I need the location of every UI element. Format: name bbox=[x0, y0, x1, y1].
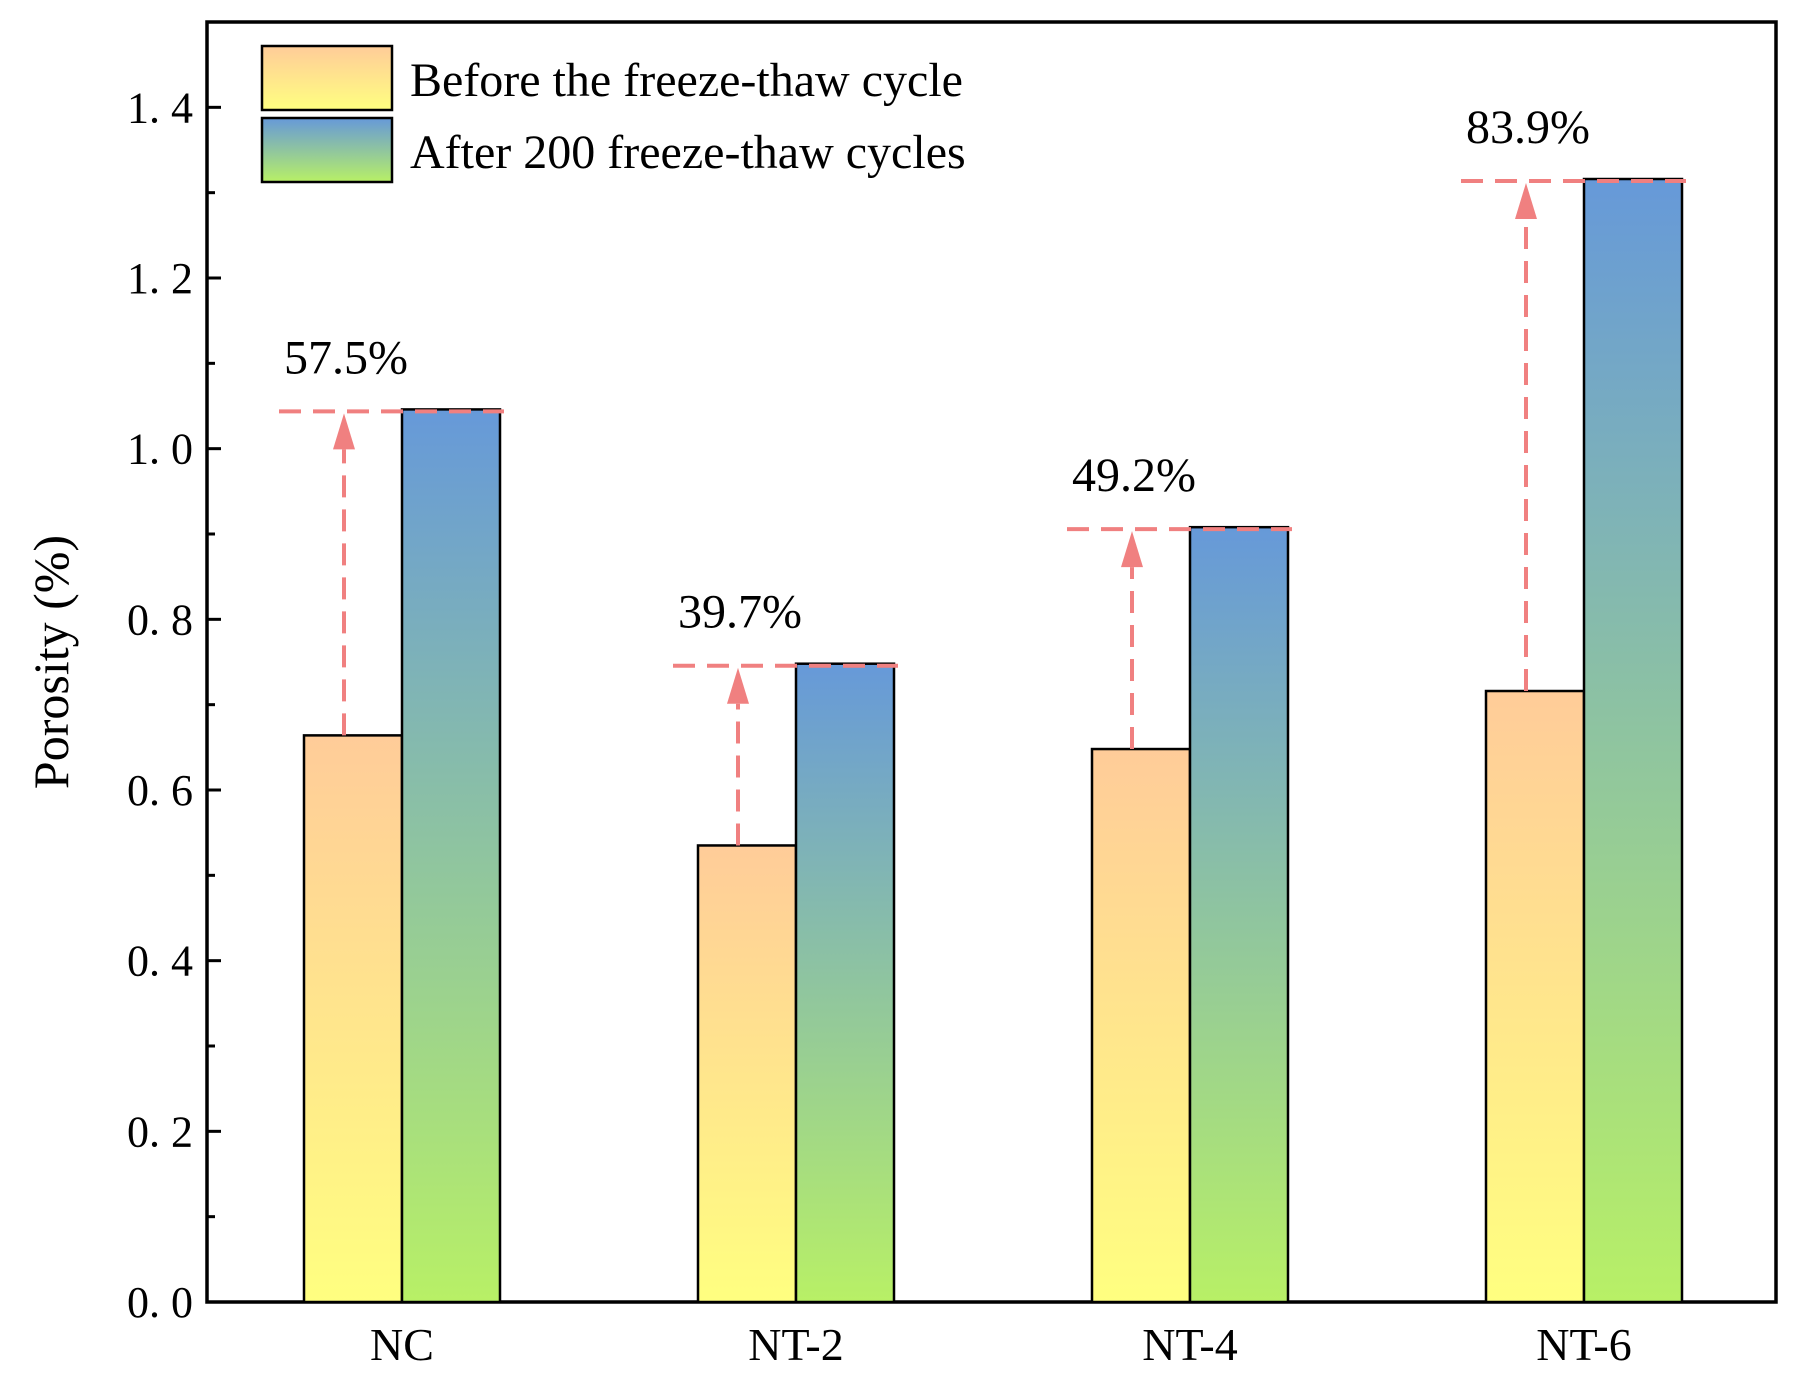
y-axis-title: Porosity (%) bbox=[23, 535, 79, 789]
legend: Before the freeze-thaw cycle After 200 f… bbox=[260, 44, 966, 184]
x-category-label: NT-6 bbox=[1536, 1319, 1631, 1370]
bar-after-nt-6 bbox=[1582, 177, 1684, 1304]
increase-percent-label: 57.5% bbox=[284, 331, 408, 384]
x-category-label: NT-4 bbox=[1142, 1319, 1237, 1370]
annotation-arrow-head bbox=[333, 413, 355, 450]
y-tick-label: 1. 4 bbox=[127, 83, 193, 132]
y-tick-label: 0. 8 bbox=[127, 595, 193, 644]
increase-percent-label: 39.7% bbox=[678, 586, 802, 639]
y-tick-label: 0. 2 bbox=[127, 1107, 193, 1156]
x-category-label: NT-2 bbox=[748, 1319, 843, 1370]
annotation-arrow-head bbox=[1121, 531, 1143, 568]
y-tick-label: 0. 0 bbox=[127, 1278, 193, 1327]
bar-before-nt-6 bbox=[1484, 689, 1586, 1304]
legend-label-after: After 200 freeze-thaw cycles bbox=[410, 126, 966, 179]
y-tick-label: 0. 4 bbox=[127, 937, 193, 986]
legend-swatch-after bbox=[260, 116, 394, 184]
plot-frame bbox=[205, 20, 1778, 1304]
bar-after-nc bbox=[400, 408, 502, 1304]
y-axis-ticks: 0. 0 0. 2 0. 4 0. 6 0. 8 1. 0 1. 2 1. 4 bbox=[127, 83, 221, 1327]
y-tick-label: 0. 6 bbox=[127, 766, 193, 815]
y-tick-label: 1. 2 bbox=[127, 254, 193, 303]
bar-after-nt-2 bbox=[794, 662, 896, 1304]
increase-annotations: 57.5% 39.7% 49.2% 83.9% bbox=[279, 101, 1686, 846]
x-axis-labels: NC NT-2 NT-4 NT-6 bbox=[370, 1319, 1632, 1370]
bar-before-nc bbox=[302, 734, 404, 1304]
legend-label-before: Before the freeze-thaw cycle bbox=[410, 54, 963, 107]
increase-percent-label: 83.9% bbox=[1466, 101, 1590, 154]
annotation-arrow-head bbox=[727, 667, 749, 704]
increase-percent-label: 49.2% bbox=[1072, 449, 1196, 502]
bar-before-nt-2 bbox=[696, 844, 798, 1304]
x-category-label: NC bbox=[370, 1319, 434, 1370]
bar-after-nt-4 bbox=[1188, 525, 1290, 1304]
y-tick-label: 1. 0 bbox=[127, 425, 193, 474]
annotation-arrow-head bbox=[1515, 183, 1537, 220]
bars bbox=[302, 177, 1684, 1304]
bar-before-nt-4 bbox=[1090, 747, 1192, 1304]
legend-swatch-before bbox=[260, 44, 394, 112]
